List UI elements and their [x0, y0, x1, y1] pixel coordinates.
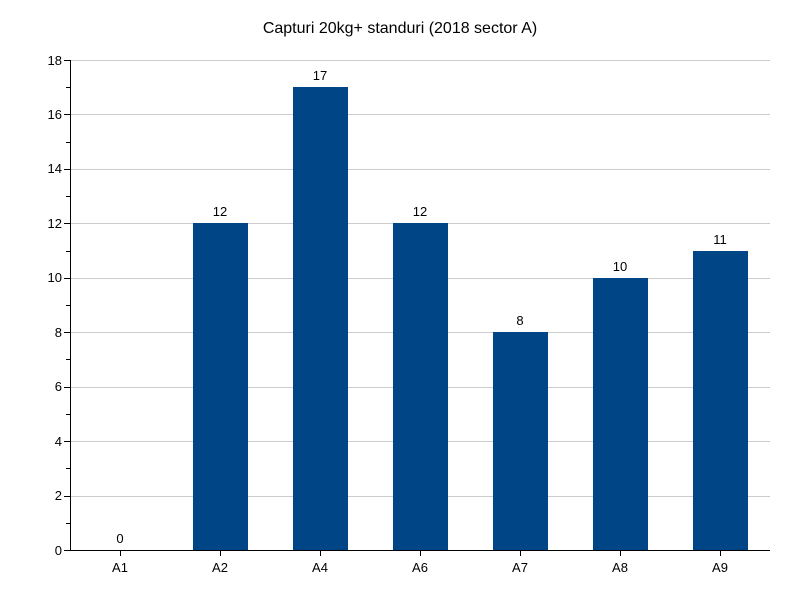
y-tick-label: 12 [22, 216, 62, 231]
y-tick-label: 0 [22, 543, 62, 558]
x-tick-label: A9 [670, 560, 770, 575]
y-tick-label: 8 [22, 325, 62, 340]
bar [193, 223, 248, 550]
x-tick-label: A2 [170, 560, 270, 575]
x-major-tick [520, 550, 521, 556]
grid-line [70, 169, 770, 170]
value-label: 17 [270, 68, 370, 83]
bar [493, 332, 548, 550]
x-major-tick [120, 550, 121, 556]
chart-title: Capturi 20kg+ standuri (2018 sector A) [0, 20, 800, 38]
grid-line [70, 114, 770, 115]
y-tick-label: 18 [22, 53, 62, 68]
value-label: 11 [670, 232, 770, 247]
y-axis [70, 60, 71, 550]
value-label: 12 [170, 204, 270, 219]
x-tick-label: A4 [270, 560, 370, 575]
value-label: 10 [570, 259, 670, 274]
x-tick-label: A8 [570, 560, 670, 575]
value-label: 12 [370, 204, 470, 219]
bar [593, 278, 648, 550]
chart-container: Capturi 20kg+ standuri (2018 sector A) 0… [0, 0, 800, 600]
x-tick-label: A7 [470, 560, 570, 575]
x-major-tick [720, 550, 721, 556]
value-label: 8 [470, 313, 570, 328]
plot-area: 0246810121416180A112A217A412A68A710A811A… [70, 60, 770, 550]
y-tick-label: 6 [22, 379, 62, 394]
x-tick-label: A6 [370, 560, 470, 575]
x-major-tick [420, 550, 421, 556]
y-tick-label: 2 [22, 488, 62, 503]
bar [693, 251, 748, 550]
x-major-tick [220, 550, 221, 556]
bar [293, 87, 348, 550]
value-label: 0 [70, 531, 170, 546]
y-tick-label: 4 [22, 434, 62, 449]
x-major-tick [620, 550, 621, 556]
x-major-tick [320, 550, 321, 556]
bar [393, 223, 448, 550]
grid-line [70, 60, 770, 61]
y-tick-label: 10 [22, 270, 62, 285]
x-tick-label: A1 [70, 560, 170, 575]
y-tick-label: 14 [22, 161, 62, 176]
y-tick-label: 16 [22, 107, 62, 122]
